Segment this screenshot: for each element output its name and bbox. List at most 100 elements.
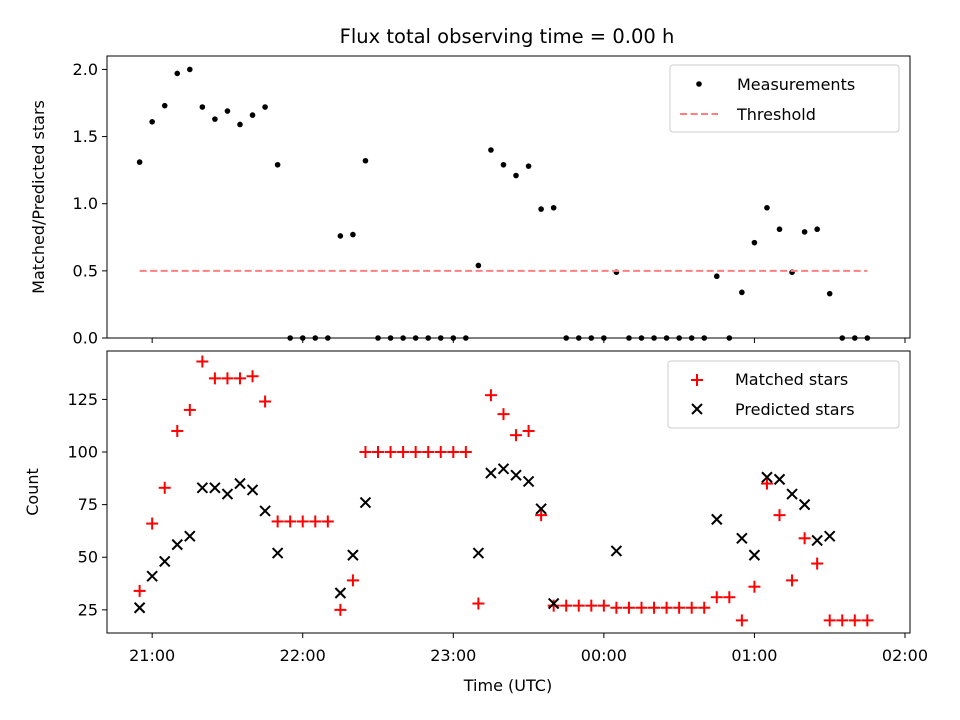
predicted-stars-point [786,488,798,500]
matched-stars-point [309,515,322,528]
measurement-point [212,116,218,122]
top-y-tick-label: 0.0 [73,329,98,348]
predicted-stars-point [823,530,836,542]
matched-stars-point [635,601,648,614]
top-axes-frame [106,55,911,339]
matched-stars-point [334,603,347,616]
predicted-stars-point [711,513,723,526]
x-tick-label: 23:00 [430,646,476,665]
measurement-point [224,108,231,114]
measurement-point [739,289,745,296]
measurement-point [525,163,532,169]
predicted-stars-point [271,547,284,559]
legend-measurements-marker [696,81,702,87]
predicted-stars-point [234,477,246,490]
matched-stars-point [597,599,610,612]
matched-stars-point [622,601,635,614]
predicted-stars-point [798,498,811,511]
matched-stars-point [522,424,535,437]
matched-stars-point [673,601,686,614]
matched-stars-point [384,446,397,459]
top-y-tick-label: 1.5 [73,127,98,146]
matched-stars-point [397,446,410,459]
matched-stars-point [660,601,673,614]
legend-measurements-label: Measurements [737,75,855,94]
bottom-y-axis-label: Count [23,468,42,516]
matched-stars-point [284,515,297,528]
measurement-point [249,112,256,118]
predicted-stars-point [472,547,485,559]
predicted-stars-point [773,473,786,486]
predicted-stars-point [196,482,209,494]
matched-stars-point [459,446,472,459]
x-tick-label: 02:00 [882,646,928,665]
measurement-point [776,226,783,233]
matched-stars-point [610,601,623,614]
matched-stars-point [723,591,736,604]
bottom-panel: 25 50 75 100 125 21:00 22:00 23:00 00:00 01:00 02… [23,350,928,695]
matched-stars-point [710,591,723,604]
x-tick-label: 22:00 [280,646,326,665]
predicted-stars-point [547,597,560,610]
predicted-stars-point [159,555,171,568]
measurement-point [199,104,206,110]
matched-stars-point [811,557,824,570]
measurement-point [350,231,356,238]
bottom-x-ticks: 21:00 22:00 23:00 00:00 01:00 02:00 [129,633,928,665]
predicted-stars-point [811,534,823,547]
top-plot-area [136,66,871,341]
measurement-point [513,172,519,179]
predicted-stars-point [748,549,761,561]
matched-stars-point [798,532,811,545]
top-y-tick-label: 2.0 [73,60,98,79]
matched-stars-point [296,515,309,528]
predicted-stars-point [347,549,359,561]
predicted-stars-point [497,463,510,475]
measurement-point [262,104,268,110]
measurement-point [174,70,181,77]
matched-stars-point [535,509,548,522]
matched-stars-point [648,601,661,614]
matched-stars-point [585,599,598,612]
matched-stars-point [259,395,272,408]
matched-stars-point [158,481,171,494]
legend-predicted-label: Predicted stars [735,400,855,419]
matched-stars-point [133,584,146,597]
top-y-tick-label: 1.0 [73,194,98,213]
predicted-stars-point [334,587,347,599]
x-tick-label: 01:00 [731,646,777,665]
predicted-stars-point [133,602,146,614]
top-y-axis-label: Matched/Predicted stars [29,100,48,294]
bottom-legend: Matched stars Predicted stars [667,360,900,429]
measurement-point [475,262,482,269]
matched-stars-point [484,389,497,402]
measurement-point [550,204,557,211]
measurement-point [500,161,507,168]
bottom-y-tick-label: 100 [67,443,98,462]
matched-stars-point [685,601,698,614]
top-x-ticks [151,338,906,343]
legend-matched-marker [691,374,703,386]
matched-stars-point [572,599,585,612]
x-tick-label: 21:00 [129,646,175,665]
measurement-point [826,290,833,297]
legend-threshold-label: Threshold [736,105,816,124]
predicted-stars-point [221,488,234,500]
top-legend: Measurements Threshold [669,64,900,133]
matched-stars-point [760,477,773,490]
x-axis-label: Time (UTC) [463,676,552,695]
predicted-stars-point [736,532,748,545]
matched-stars-point [246,370,259,383]
matched-stars-point [510,429,523,442]
chart-title: Flux total observing time = 0.00 h [340,25,675,48]
matched-stars-point [547,599,560,612]
top-y-tick-label: 0.5 [73,261,98,280]
matched-stars-point [208,372,221,385]
predicted-stars-point [259,505,271,517]
measurement-point [751,239,758,246]
matched-stars-point [346,574,359,587]
measurement-point [237,121,243,128]
predicted-stars-point [359,496,372,509]
matched-stars-point [748,580,761,593]
